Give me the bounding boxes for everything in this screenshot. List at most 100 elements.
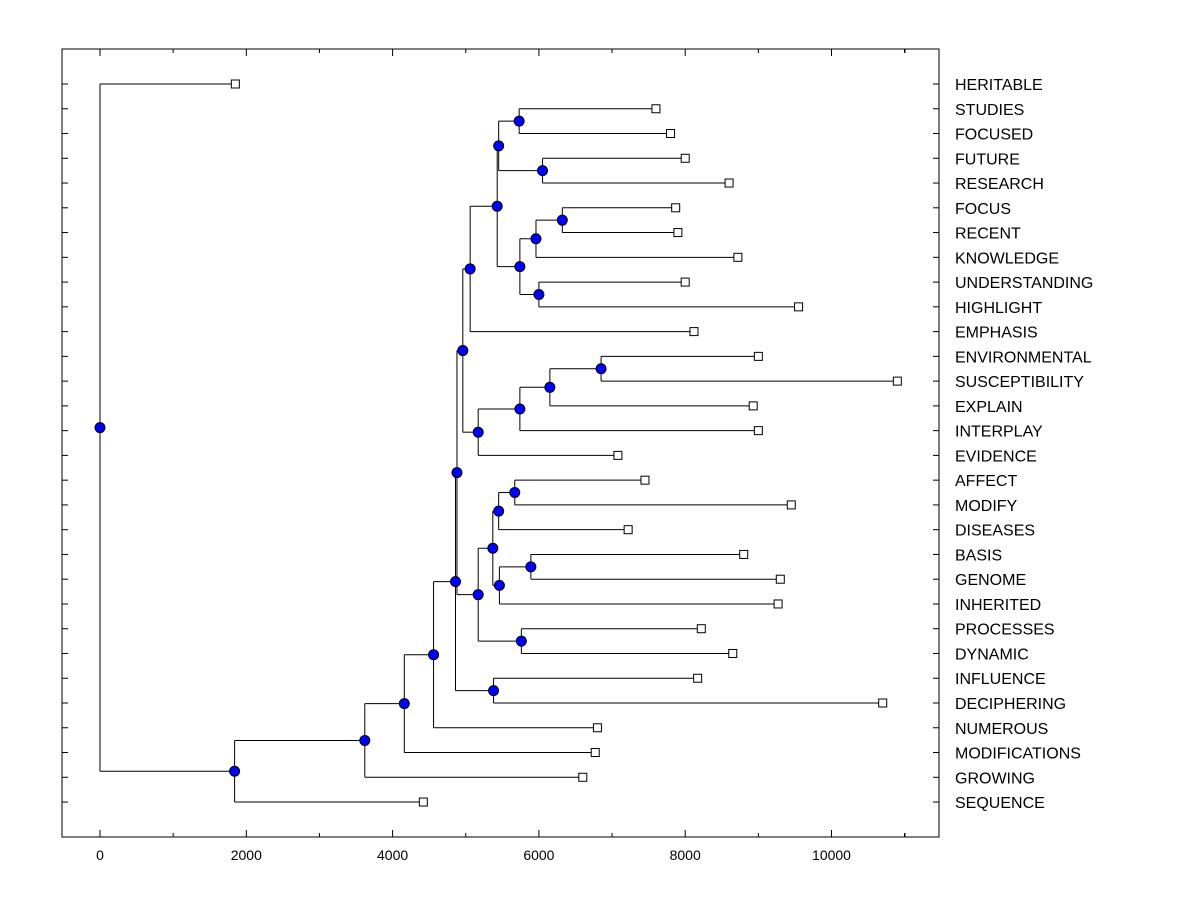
leaf-label-influence: INFLUENCE: [955, 671, 1046, 688]
merge-node-m25: [428, 649, 440, 661]
leaf-label-environmental: ENVIRONMENTAL: [955, 349, 1092, 366]
leaf-labels: HERITABLE STUDIES FOCUSED FUTURE RESEARCH FOC…: [955, 77, 1093, 812]
leaf-label-susceptibility: SUSCEPTIBILITY: [955, 374, 1084, 391]
merge-node-m27: [359, 734, 371, 746]
leaf-label-genome: GENOME: [955, 572, 1026, 589]
leaf-label-dynamic: DYNAMIC: [955, 646, 1029, 663]
merge-nodes: [94, 115, 607, 777]
leaf-label-evidence: EVIDENCE: [955, 448, 1037, 465]
leaf-marker-highlight: [794, 302, 804, 312]
leaf-marker-numerous: [592, 723, 602, 733]
x-tick-label: 0: [96, 847, 104, 863]
leaf-marker-susceptibility: [892, 376, 902, 386]
merge-node-m12: [514, 403, 526, 415]
leaf-marker-modify: [786, 500, 796, 510]
leaf-marker-focus: [671, 203, 681, 213]
leaf-marker-research: [724, 178, 734, 188]
merge-node-m29: [94, 422, 106, 434]
merge-node-m24: [450, 576, 462, 588]
plot-frame: [61, 48, 940, 838]
leaf-marker-environmental: [753, 351, 763, 361]
leaf-marker-dynamic: [728, 648, 738, 658]
leaf-label-explain: EXPLAIN: [955, 399, 1023, 416]
merge-node-m8: [491, 200, 503, 212]
merge-node-m4: [556, 214, 568, 226]
leaf-label-focused: FOCUSED: [955, 127, 1033, 144]
merge-node-m5: [530, 233, 542, 245]
leaf-label-modify: MODIFY: [955, 498, 1018, 515]
leaf-marker-interplay: [753, 426, 763, 436]
leaf-label-processes: PROCESSES: [955, 622, 1055, 639]
leaf-label-sequence: SEQUENCE: [955, 795, 1045, 812]
leaf-marker-evidence: [613, 450, 623, 460]
leaf-label-diseases: DISEASES: [955, 523, 1035, 540]
merge-node-m6: [533, 288, 545, 300]
leaf-marker-processes: [696, 624, 706, 634]
leaf-label-inherited: INHERITED: [955, 597, 1041, 614]
merge-node-m9: [464, 263, 476, 275]
merge-node-m3: [493, 140, 505, 152]
merge-node-m16: [493, 505, 505, 517]
merge-node-m13: [472, 426, 484, 438]
merge-node-m20: [515, 635, 527, 647]
x-axis-tick-labels: 0 2000 4000 6000 8000 10000: [96, 847, 851, 863]
leaf-label-affect: AFFECT: [955, 473, 1017, 490]
leaf-label-research: RESEARCH: [955, 176, 1044, 193]
leaf-label-emphasis: EMPHASIS: [955, 325, 1038, 342]
leaf-marker-influence: [693, 673, 703, 683]
leaf-marker-genome: [775, 574, 785, 584]
leaf-label-focus: FOCUS: [955, 201, 1011, 218]
merge-node-m7: [514, 261, 526, 273]
x-tick-label: 8000: [670, 847, 701, 863]
merge-node-m23: [488, 685, 500, 697]
merge-node-m18: [493, 579, 505, 591]
leaf-label-numerous: NUMEROUS: [955, 721, 1048, 738]
leaf-label-studies: STUDIES: [955, 102, 1024, 119]
leaf-label-future: FUTURE: [955, 151, 1020, 168]
leaf-label-recent: RECENT: [955, 226, 1021, 243]
leaf-label-knowledge: KNOWLEDGE: [955, 250, 1059, 267]
leaf-label-basis: BASIS: [955, 547, 1002, 564]
leaf-marker-deciphering: [878, 698, 888, 708]
merge-node-m28: [229, 765, 241, 777]
merge-node-m2: [537, 165, 549, 177]
leaf-marker-explain: [748, 401, 758, 411]
merge-node-m22: [451, 467, 463, 479]
leaf-marker-sequence: [418, 797, 428, 807]
merge-node-m26: [398, 698, 410, 710]
leaf-marker-modifications: [590, 748, 600, 758]
merge-node-m11: [544, 381, 556, 393]
leaf-label-understanding: UNDERSTANDING: [955, 275, 1093, 292]
x-tick-label: 2000: [231, 847, 262, 863]
leaf-marker-affect: [640, 475, 650, 485]
leaf-label-interplay: INTERPLAY: [955, 424, 1043, 441]
merge-node-m17: [525, 561, 537, 573]
merge-node-m15: [509, 487, 521, 499]
merge-node-m1: [513, 115, 525, 127]
x-tick-label: 6000: [523, 847, 554, 863]
leaf-marker-understanding: [680, 277, 690, 287]
leaf-marker-focused: [666, 129, 676, 139]
leaf-markers: [230, 79, 902, 807]
axis-ticks: [62, 49, 939, 837]
leaf-marker-growing: [578, 772, 588, 782]
leaf-marker-studies: [651, 104, 661, 114]
leaf-marker-knowledge: [733, 252, 743, 262]
merge-node-m21: [472, 589, 484, 601]
x-tick-label: 4000: [377, 847, 408, 863]
leaf-marker-basis: [739, 549, 749, 559]
leaf-label-deciphering: DECIPHERING: [955, 696, 1066, 713]
merge-node-m19: [487, 542, 499, 554]
leaf-marker-diseases: [623, 525, 633, 535]
leaf-label-modifications: MODIFICATIONS: [955, 746, 1081, 763]
merge-node-m10: [595, 363, 607, 375]
leaf-marker-emphasis: [689, 327, 699, 337]
leaf-marker-heritable: [230, 79, 240, 89]
leaf-label-growing: GROWING: [955, 770, 1035, 787]
merge-node-m14: [457, 345, 469, 357]
leaf-label-heritable: HERITABLE: [955, 77, 1043, 94]
leaf-label-highlight: HIGHLIGHT: [955, 300, 1042, 317]
leaf-marker-future: [680, 153, 690, 163]
leaf-marker-recent: [673, 228, 683, 238]
